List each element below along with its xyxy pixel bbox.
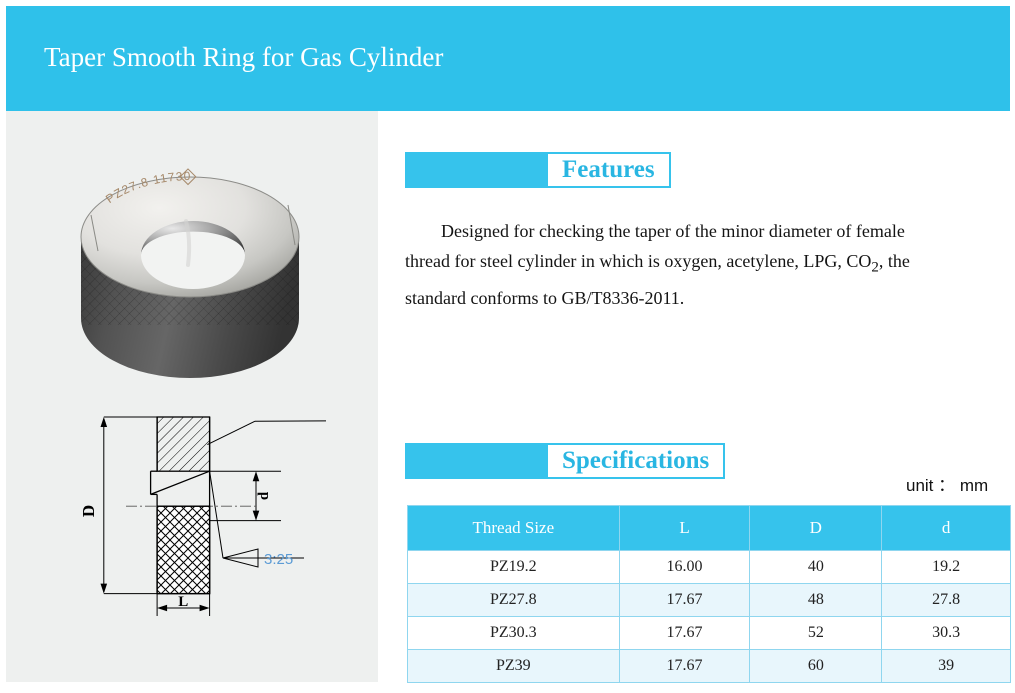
svg-text:D: D [79, 505, 98, 517]
svg-text:d: d [256, 491, 272, 500]
svg-text:3:25: 3:25 [264, 551, 293, 568]
svg-text:L: L [178, 594, 188, 610]
